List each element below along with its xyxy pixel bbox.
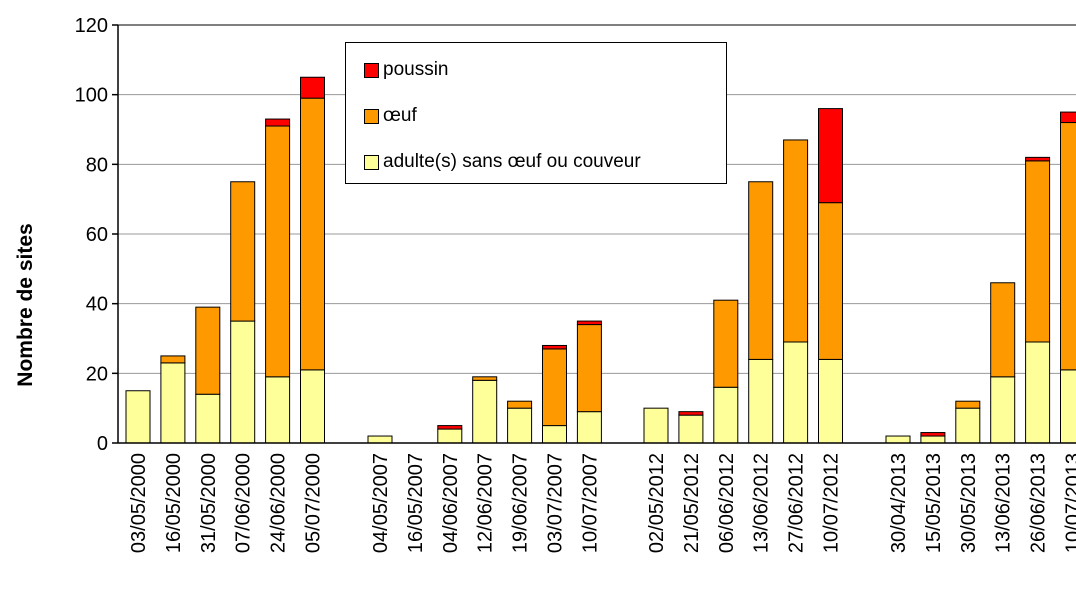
bar-segment-uf <box>955 400 981 409</box>
bar-segment-adultessan <box>367 435 393 444</box>
bar-segment-adultessan <box>748 358 774 444</box>
bar-segment-adultessan <box>818 358 843 444</box>
x-tick-label: 02/05/2012 <box>646 453 668 553</box>
legend-swatch-adulte <box>364 154 379 170</box>
bar-segment-uf <box>195 306 221 395</box>
bar-segment-uf <box>472 376 498 381</box>
bar-segment-adultessan <box>300 369 325 444</box>
bar-segment-adultessan <box>542 425 567 444</box>
bar-segment-adultessan <box>507 407 533 444</box>
x-tick-label: 10/07/2012 <box>821 453 843 553</box>
x-tick-label: 13/06/2013 <box>993 453 1015 553</box>
bar-segment-poussin <box>1025 156 1051 162</box>
x-tick-label: 10/07/2013 <box>1063 453 1076 553</box>
x-tick-label: 07/06/2000 <box>233 453 255 553</box>
y-tick-label: 60 <box>86 224 108 246</box>
bar-segment-adultessan <box>1060 369 1076 444</box>
x-tick-label: 31/05/2000 <box>198 453 220 553</box>
bar-segment-poussin <box>437 425 463 430</box>
legend-item-oeuf: œuf <box>364 105 417 127</box>
bar-segment-adultessan <box>678 414 704 444</box>
bar-segment-poussin <box>300 76 325 99</box>
x-tick-label: 13/06/2012 <box>751 453 773 553</box>
x-tick-label: 16/05/2000 <box>163 453 185 553</box>
x-tick-label: 12/06/2007 <box>475 453 497 553</box>
y-tick-label: 40 <box>86 294 108 316</box>
legend-label: poussin <box>383 59 449 80</box>
bar-segment-poussin <box>542 344 567 350</box>
bar-segment-adultessan <box>437 428 463 444</box>
bar-segment-uf <box>542 348 567 427</box>
bar-segment-poussin <box>678 411 704 416</box>
bar-segment-uf <box>230 181 256 322</box>
y-tick-label: 100 <box>75 85 108 107</box>
bar-segment-uf <box>990 282 1016 378</box>
bar-segment-poussin <box>1060 111 1076 124</box>
bar-segment-adultessan <box>472 379 498 444</box>
x-tick-label: 30/04/2013 <box>888 453 910 553</box>
x-tick-label: 27/06/2012 <box>786 453 808 553</box>
bar-segment-poussin <box>576 320 602 326</box>
bar-segment-adultessan <box>783 341 809 444</box>
bar-segment-uf <box>783 139 809 343</box>
y-tick-label: 120 <box>75 15 108 37</box>
x-tick-label: 24/06/2000 <box>268 453 290 553</box>
x-tick-label: 06/06/2012 <box>716 453 738 553</box>
bar-segment-uf <box>1025 160 1051 343</box>
x-tick-label: 19/06/2007 <box>510 453 532 553</box>
x-tick-label: 21/05/2012 <box>681 453 703 553</box>
y-tick-label: 20 <box>86 363 108 385</box>
legend-label: adulte(s) sans œuf ou couveur <box>383 151 641 172</box>
x-tick-label: 05/07/2000 <box>303 453 325 553</box>
x-tick-label: 10/07/2007 <box>579 453 601 553</box>
bar-segment-adultessan <box>265 376 291 444</box>
bar-segment-adultessan <box>885 435 911 444</box>
bar-segment-uf <box>576 324 602 413</box>
bar-segment-poussin <box>265 118 291 127</box>
x-tick-label: 04/06/2007 <box>440 453 462 553</box>
x-tick-label: 03/05/2000 <box>128 453 150 553</box>
y-tick-label: 80 <box>86 154 108 176</box>
legend-label: œuf <box>383 105 417 126</box>
bar-segment-adultessan <box>990 376 1016 444</box>
legend-swatch-oeuf <box>364 108 379 124</box>
x-tick-label: 15/05/2013 <box>923 453 945 553</box>
bar-segment-uf <box>818 202 843 360</box>
x-tick-label: 16/05/2007 <box>405 453 427 553</box>
bar-segment-uf <box>507 400 533 409</box>
x-tick-label: 26/06/2013 <box>1028 453 1050 553</box>
bar-segment-adultessan <box>576 411 602 444</box>
bar-segment-adultessan <box>195 393 221 444</box>
bar-segment-uf <box>1060 122 1076 371</box>
y-tick-label: 0 <box>97 433 108 455</box>
bar-segment-adultessan <box>955 407 981 444</box>
bar-segment-adultessan <box>230 320 256 444</box>
legend: poussin œuf adulte(s) sans œuf ou couveu… <box>345 42 727 184</box>
bar-segment-uf <box>748 181 774 360</box>
bar-segment-uf <box>713 299 739 388</box>
legend-swatch-poussin <box>364 62 379 78</box>
bar-segment-adultessan <box>125 390 151 444</box>
bar-segment-uf <box>265 125 291 378</box>
y-axis-label: Nombre de sites <box>14 223 37 387</box>
x-tick-label: 03/07/2007 <box>545 453 567 553</box>
bar-segment-adultessan <box>1025 341 1051 444</box>
legend-item-poussin: poussin <box>364 59 449 81</box>
x-tick-label: 04/05/2007 <box>370 453 392 553</box>
bar-segment-poussin <box>818 108 843 204</box>
bar-segment-adultessan <box>713 386 739 444</box>
bar-segment-adultessan <box>160 362 186 444</box>
bar-segment-poussin <box>920 432 946 437</box>
bar-segment-adultessan <box>643 407 669 444</box>
bar-segment-adultessan <box>920 435 946 444</box>
x-tick-label: 30/05/2013 <box>958 453 980 553</box>
legend-item-adulte: adulte(s) sans œuf ou couveur <box>364 151 641 173</box>
bar-segment-uf <box>160 355 186 364</box>
bar-segment-uf <box>300 97 325 371</box>
